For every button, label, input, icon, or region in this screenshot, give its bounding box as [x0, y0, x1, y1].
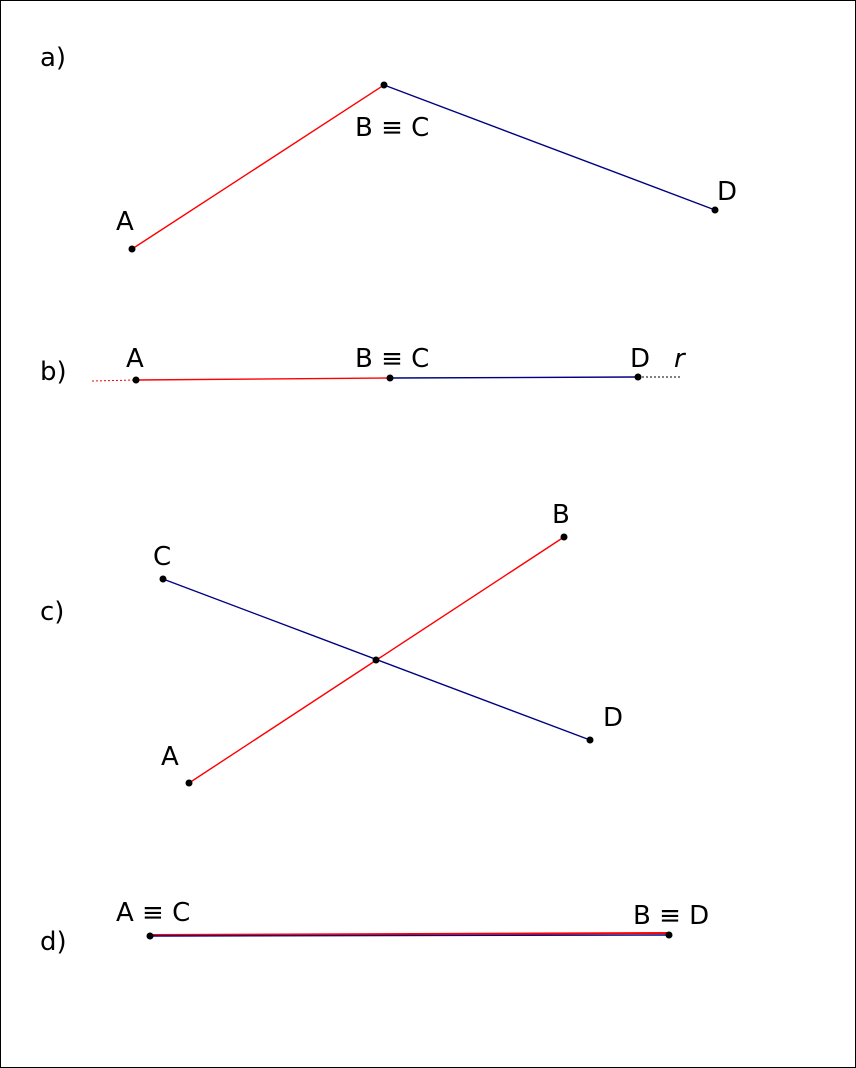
point-d	[711, 206, 719, 214]
point-a	[128, 245, 136, 253]
panel-a: a) A B ≡ C D	[40, 43, 737, 253]
label-a-c: A ≡ C	[116, 898, 190, 928]
panel-c: c) A B C D	[40, 500, 623, 787]
segment-cd	[389, 376, 639, 379]
label-d: D	[630, 344, 650, 374]
point-b	[560, 533, 568, 541]
segment-ab	[149, 932, 670, 936]
point-a	[132, 376, 140, 384]
segment-ab	[131, 84, 385, 250]
label-d: D	[603, 703, 623, 733]
panel-c-label: c)	[40, 597, 64, 627]
label-c: C	[153, 542, 171, 572]
point-c	[159, 575, 167, 583]
panel-b: b) A B ≡ C D r	[40, 344, 687, 387]
label-b-c: B ≡ C	[355, 113, 429, 143]
label-b-d: B ≡ D	[633, 901, 709, 931]
segment-ab	[135, 377, 391, 381]
point-d	[634, 373, 642, 381]
panel-a-label: a)	[40, 43, 66, 73]
point-a-c	[146, 932, 154, 940]
panel-d: d) A ≡ C B ≡ D	[40, 898, 709, 957]
label-a: A	[126, 344, 144, 374]
label-d: D	[717, 177, 737, 207]
segment-cd	[383, 84, 716, 211]
panel-d-label: d)	[40, 927, 67, 957]
line-r-extension-left	[91, 379, 137, 382]
point-a	[185, 779, 193, 787]
label-a: A	[161, 742, 179, 772]
segment-cd	[149, 934, 670, 937]
panel-b-label: b)	[40, 357, 67, 387]
label-b: B	[552, 500, 570, 530]
label-line-r: r	[674, 344, 687, 374]
point-d	[586, 736, 594, 744]
label-b-c: B ≡ C	[355, 344, 429, 374]
label-a: A	[116, 207, 134, 237]
intersection-point	[372, 656, 380, 664]
point-b-d	[665, 931, 673, 939]
point-b-c	[386, 374, 394, 382]
point-b-c	[380, 81, 388, 89]
